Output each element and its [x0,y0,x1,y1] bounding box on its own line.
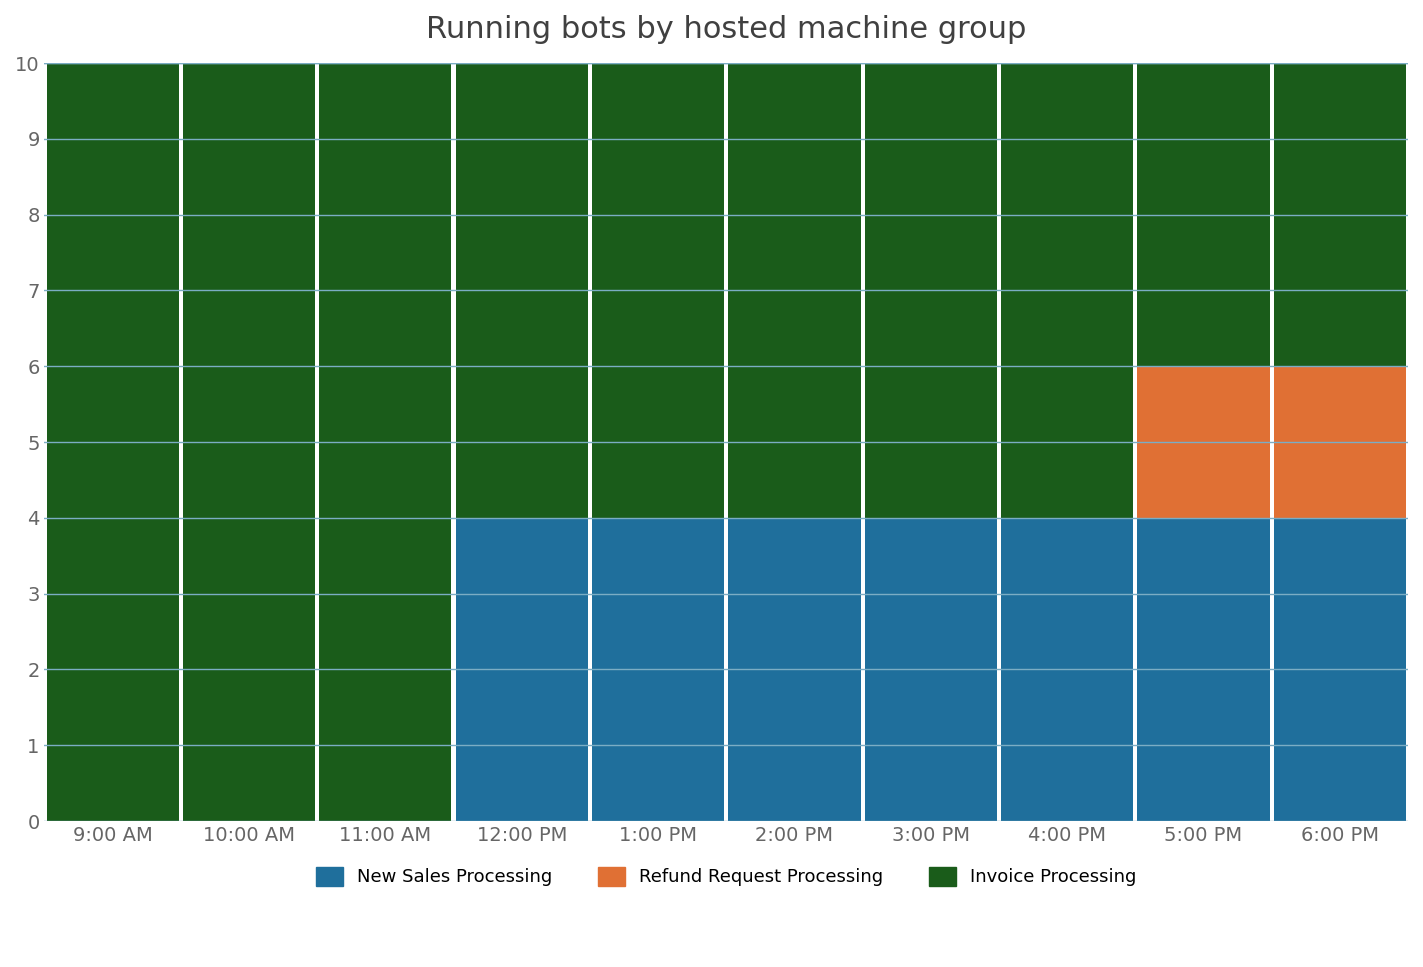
Bar [1137,366,1269,518]
Bar [319,63,451,821]
Bar [1137,63,1269,366]
Bar [592,63,724,518]
Bar [1274,63,1406,366]
Bar [865,518,998,821]
Bar [729,63,861,518]
Bar [729,518,861,821]
Bar [1000,63,1133,518]
Bar [1274,366,1406,518]
Bar [592,518,724,821]
Bar [184,63,314,821]
Title: Running bots by hosted machine group: Running bots by hosted machine group [425,15,1026,44]
Bar [455,518,588,821]
Bar [1000,518,1133,821]
Bar [865,63,998,518]
Legend: New Sales Processing, Refund Request Processing, Invoice Processing: New Sales Processing, Refund Request Pro… [307,858,1146,895]
Bar [1137,518,1269,821]
Bar [47,63,179,821]
Bar [1274,518,1406,821]
Bar [455,63,588,518]
